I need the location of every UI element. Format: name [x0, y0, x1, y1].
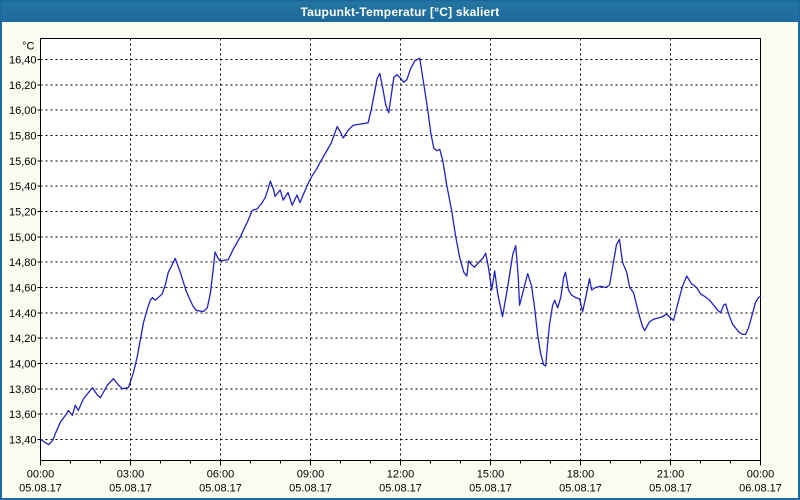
chart-title-bar: Taupunkt-Temperatur [°C] skaliert — [2, 2, 798, 22]
y-tick-label: 15,60 — [9, 156, 37, 168]
x-tick-date-label: 05.08.17 — [199, 483, 242, 495]
x-tick-time-label: 21:00 — [657, 469, 685, 481]
y-tick-label: 16,00 — [9, 105, 37, 117]
x-tick-time-label: 18:00 — [567, 469, 595, 481]
y-tick-label: 15,40 — [9, 181, 37, 193]
x-tick-date-label: 05.08.17 — [109, 483, 152, 495]
y-tick-label: 15,20 — [9, 207, 37, 219]
y-tick-label: 13,60 — [9, 409, 37, 421]
x-tick-time-label: 12:00 — [387, 469, 415, 481]
y-tick-label: 14,60 — [9, 283, 37, 295]
x-tick-date-label: 06.08.17 — [739, 483, 782, 495]
x-tick-time-label: 00:00 — [747, 469, 775, 481]
x-tick-time-label: 06:00 — [207, 469, 235, 481]
y-tick-label: 13,80 — [9, 384, 37, 396]
x-tick-time-label: 00:00 — [27, 469, 55, 481]
y-tick-label: 14,80 — [9, 257, 37, 269]
x-tick-time-label: 15:00 — [477, 469, 505, 481]
y-tick-label: 14,40 — [9, 308, 37, 320]
chart-title: Taupunkt-Temperatur [°C] skaliert — [300, 5, 500, 19]
x-tick-date-label: 05.08.17 — [469, 483, 512, 495]
y-tick-label: 14,00 — [9, 359, 37, 371]
x-tick-date-label: 05.08.17 — [289, 483, 332, 495]
y-tick-label: 15,80 — [9, 131, 37, 143]
x-tick-date-label: 05.08.17 — [559, 483, 602, 495]
x-tick-date-label: 05.08.17 — [19, 483, 62, 495]
x-tick-time-label: 03:00 — [117, 469, 145, 481]
y-tick-label: 15,00 — [9, 232, 37, 244]
x-tick-date-label: 05.08.17 — [379, 483, 422, 495]
y-axis-unit-label: °C — [22, 41, 34, 53]
y-tick-label: 16,20 — [9, 80, 37, 92]
y-tick-label: 13,40 — [9, 435, 37, 447]
y-tick-label: 14,20 — [9, 333, 37, 345]
x-tick-date-label: 05.08.17 — [649, 483, 692, 495]
temperature-series-line — [39, 57, 762, 446]
x-tick-time-label: 09:00 — [297, 469, 325, 481]
y-tick-label: 16,40 — [9, 55, 37, 67]
